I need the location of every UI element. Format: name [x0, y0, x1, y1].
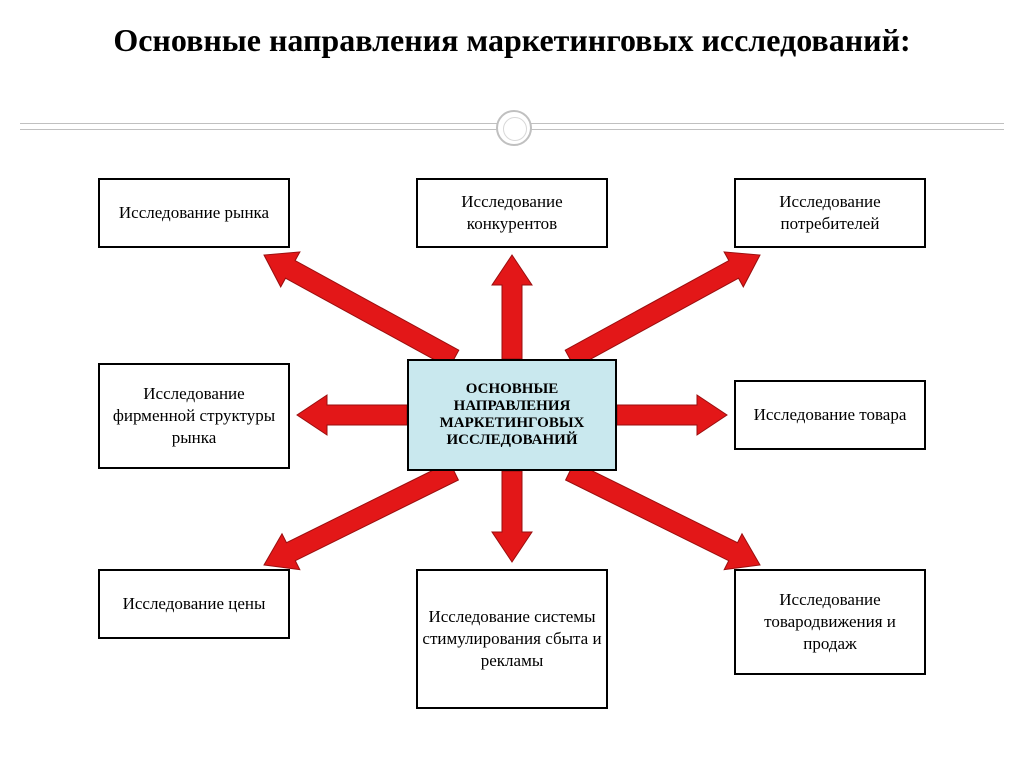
box-label: Исследование товара	[750, 402, 911, 428]
box-research-price: Исследование цены	[98, 569, 290, 639]
box-label: Исследование потребителей	[736, 189, 924, 237]
arrow	[492, 471, 532, 562]
center-box: ОСНОВНЫЕ НАПРАВЛЕНИЯ МАРКЕТИНГОВЫХ ИССЛЕ…	[407, 359, 617, 471]
box-label: Исследование цены	[119, 591, 270, 617]
box-research-competitors: Исследование конкурентов	[416, 178, 608, 248]
divider-circle-inner	[503, 117, 527, 141]
box-research-consumers: Исследование потребителей	[734, 178, 926, 248]
arrow	[492, 255, 532, 359]
arrow	[565, 252, 760, 368]
arrow	[264, 252, 459, 368]
slide-title: Основные направления маркетинговых иссле…	[0, 22, 1024, 59]
box-label: Исследование фирменной структуры рынка	[100, 381, 288, 451]
center-label: ОСНОВНЫЕ НАПРАВЛЕНИЯ МАРКЕТИНГОВЫХ ИССЛЕ…	[409, 381, 615, 449]
divider-circle	[496, 110, 532, 146]
title-text: Основные направления маркетинговых иссле…	[113, 22, 910, 58]
box-research-corp-structure: Исследование фирменной структуры рынка	[98, 363, 290, 469]
arrow	[566, 462, 760, 570]
box-research-promo-system: Исследование системы стимулирования сбыт…	[416, 569, 608, 709]
box-research-distribution: Исследование товародвижения и продаж	[734, 569, 926, 675]
box-label: Исследование системы стимулирования сбыт…	[418, 604, 606, 674]
arrow	[617, 395, 727, 435]
box-research-product: Исследование товара	[734, 380, 926, 450]
arrow	[264, 462, 458, 570]
box-label: Исследование товародвижения и продаж	[736, 587, 924, 657]
arrow	[297, 395, 407, 435]
box-research-market: Исследование рынка	[98, 178, 290, 248]
box-label: Исследование конкурентов	[418, 189, 606, 237]
box-label: Исследование рынка	[115, 200, 273, 226]
